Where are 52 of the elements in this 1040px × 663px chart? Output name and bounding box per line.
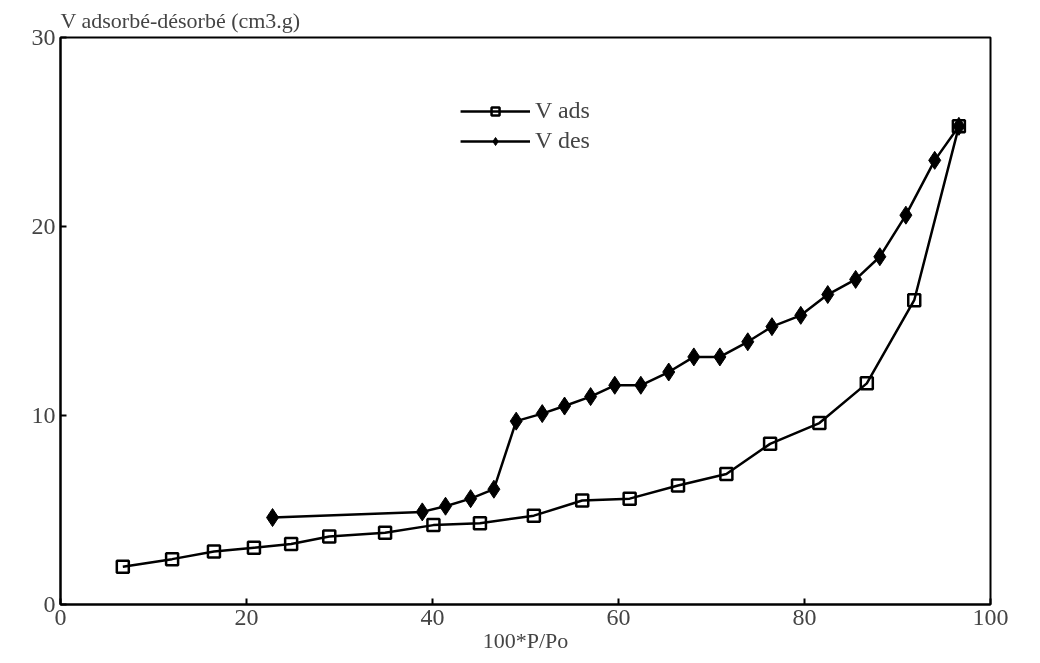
point <box>741 332 755 352</box>
point <box>439 496 453 516</box>
point <box>246 540 262 556</box>
point <box>377 525 393 540</box>
point <box>206 544 222 559</box>
point <box>634 375 648 395</box>
point <box>859 376 875 391</box>
y-axis-title: V adsorbé-désorbé (cm3.g) <box>60 7 301 33</box>
point <box>670 478 686 493</box>
point <box>164 551 180 567</box>
x-tick-label: 80 <box>792 603 817 630</box>
point <box>487 479 501 499</box>
legend-label: V des <box>535 127 590 154</box>
point <box>472 515 488 531</box>
legend-label: V ads <box>535 97 590 124</box>
point <box>873 247 887 267</box>
point <box>584 387 598 407</box>
point <box>849 269 863 289</box>
point <box>322 529 337 544</box>
y-tick-label: 10 <box>31 402 56 428</box>
point <box>622 491 637 506</box>
point <box>526 508 542 523</box>
point <box>509 411 523 431</box>
point <box>662 362 676 382</box>
point <box>719 466 734 482</box>
point <box>426 517 441 533</box>
point <box>821 285 835 305</box>
x-tick-label: 40 <box>420 603 445 630</box>
x-tick-label: 100 <box>972 603 1009 630</box>
point <box>283 536 299 552</box>
x-tick-label: 20 <box>234 603 259 630</box>
point <box>794 305 808 325</box>
x-tick-label: 60 <box>606 603 631 630</box>
point <box>687 347 701 367</box>
point <box>558 396 572 416</box>
point <box>266 508 280 528</box>
point <box>765 317 779 337</box>
point <box>115 559 131 574</box>
point <box>762 436 778 452</box>
y-tick-label: 20 <box>31 213 56 239</box>
y-tick-label: 30 <box>31 24 56 50</box>
x-axis-title: 100*P/Po <box>482 627 569 653</box>
point <box>608 375 622 395</box>
point <box>415 502 429 522</box>
point <box>535 404 549 424</box>
point <box>464 489 478 509</box>
point <box>574 493 590 508</box>
point <box>812 415 827 431</box>
point <box>928 150 942 170</box>
point <box>713 347 727 367</box>
point <box>906 292 922 308</box>
point <box>899 205 913 225</box>
